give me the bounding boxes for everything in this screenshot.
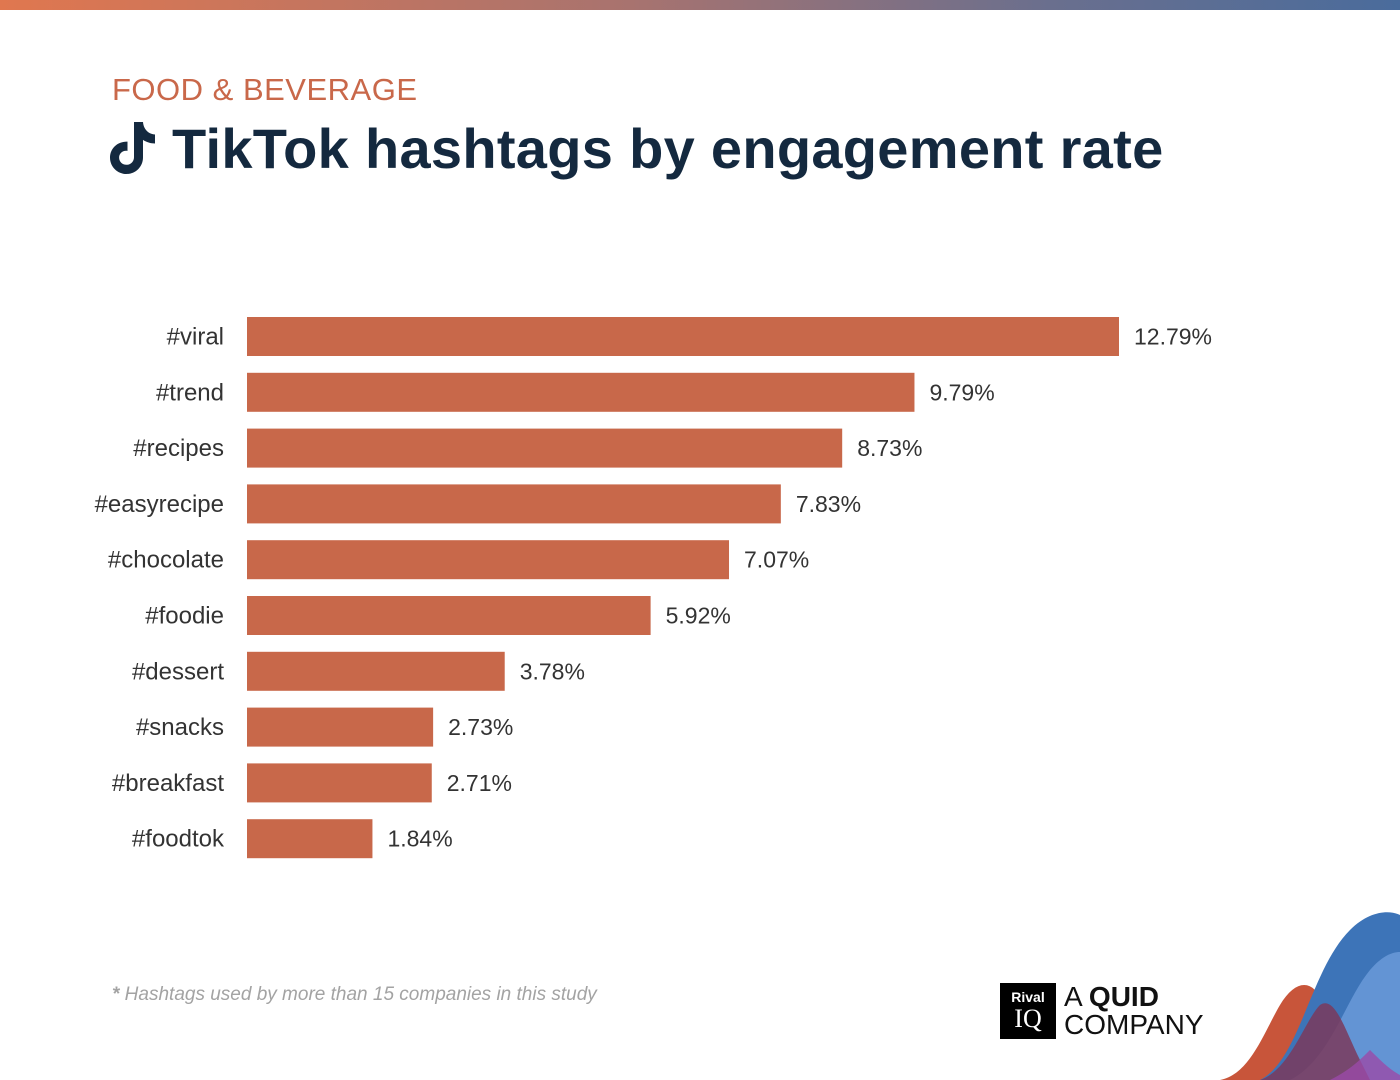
category-eyebrow: FOOD & BEVERAGE — [112, 72, 418, 107]
bar — [247, 428, 843, 468]
value-label: 9.79% — [929, 379, 994, 405]
value-label: 8.73% — [857, 435, 922, 461]
quid-company-text: A QUID COMPANY — [1064, 983, 1204, 1039]
brand-quid: QUID — [1088, 981, 1159, 1012]
bar — [247, 317, 1119, 356]
category-label: #recipes — [133, 435, 224, 462]
category-label: #easyrecipe — [95, 491, 224, 518]
bar — [247, 372, 915, 412]
value-label: 2.71% — [447, 770, 512, 796]
brand-rival-text: Rival — [1011, 989, 1045, 1005]
brand-line-1: A QUID — [1064, 983, 1204, 1011]
category-label: #viral — [167, 324, 224, 351]
brand-logo: Rival IQ A QUID COMPANY — [1000, 983, 1204, 1039]
bar — [247, 819, 373, 859]
bar — [247, 540, 730, 580]
value-label: 12.79% — [1134, 324, 1212, 350]
bar-chart: #viral 12.79% #trend 9.79% #recipes 8.73% #eas… — [0, 300, 1400, 880]
value-label: 1.84% — [387, 826, 452, 852]
footnote: * Hashtags used by more than 15 companie… — [112, 984, 597, 1006]
category-label: #breakfast — [112, 770, 224, 797]
bar — [247, 707, 434, 747]
rival-iq-logo: Rival IQ — [1000, 983, 1056, 1039]
title-row: TikTok hashtags by engagement rate — [108, 112, 1164, 184]
page-title: TikTok hashtags by engagement rate — [172, 116, 1164, 180]
top-gradient-bar — [0, 0, 1400, 10]
decorative-wave — [1220, 912, 1400, 1080]
brand-iq-text: IQ — [1014, 1004, 1042, 1033]
bar — [247, 596, 651, 635]
value-label: 3.78% — [520, 658, 585, 684]
category-label: #foodie — [145, 603, 224, 630]
value-label: 2.73% — [448, 714, 513, 740]
brand-company: COMPANY — [1064, 1009, 1204, 1040]
value-label: 5.92% — [666, 603, 731, 629]
bar — [247, 763, 432, 803]
category-label: #trend — [156, 379, 224, 406]
category-label: #chocolate — [108, 547, 224, 574]
footnote-star: * — [112, 984, 120, 1005]
value-label: 7.83% — [796, 491, 861, 517]
category-label: #foodtok — [132, 826, 225, 853]
footnote-text: Hashtags used by more than 15 companies … — [119, 984, 597, 1005]
category-label: #dessert — [132, 658, 224, 685]
bar — [247, 651, 505, 691]
category-label: #snacks — [136, 714, 224, 741]
tiktok-icon — [110, 122, 155, 174]
value-label: 7.07% — [744, 547, 809, 573]
brand-a: A — [1064, 981, 1082, 1012]
bar-chart-svg: #viral 12.79% #trend 9.79% #recipes 8.73% #eas… — [95, 317, 1212, 859]
bar — [247, 484, 781, 524]
